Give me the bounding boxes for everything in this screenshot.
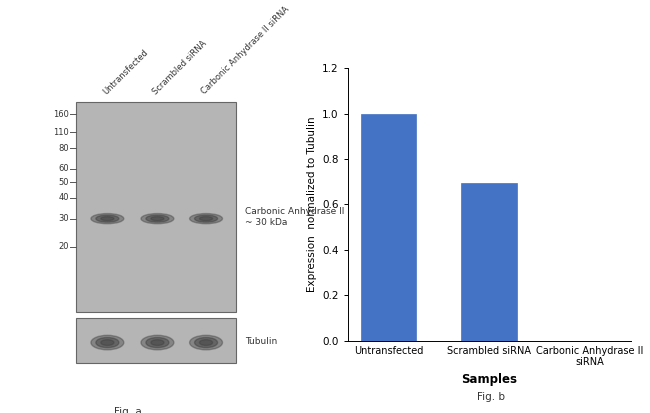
- Ellipse shape: [200, 216, 213, 221]
- Text: 30: 30: [58, 214, 69, 223]
- Text: Carbonic Anhydrase II: Carbonic Anhydrase II: [244, 207, 344, 216]
- Text: 40: 40: [58, 193, 69, 202]
- Bar: [361, 114, 416, 341]
- Ellipse shape: [194, 215, 218, 222]
- Text: Carbonic Anhydrase II siRNA: Carbonic Anhydrase II siRNA: [200, 5, 291, 96]
- Bar: [462, 183, 517, 341]
- Ellipse shape: [190, 214, 222, 224]
- Text: Fig. a: Fig. a: [114, 407, 141, 413]
- Text: Scrambled siRNA: Scrambled siRNA: [151, 38, 209, 96]
- Ellipse shape: [96, 215, 119, 222]
- Ellipse shape: [151, 216, 164, 221]
- Text: Fig. b: Fig. b: [476, 392, 505, 402]
- Text: ~ 30 kDa: ~ 30 kDa: [244, 218, 287, 227]
- Text: 20: 20: [58, 242, 69, 252]
- Ellipse shape: [141, 335, 174, 350]
- Ellipse shape: [200, 339, 213, 345]
- Text: Untransfected: Untransfected: [101, 47, 150, 96]
- Ellipse shape: [91, 335, 124, 350]
- Text: 50: 50: [58, 178, 69, 187]
- Text: 60: 60: [58, 164, 69, 173]
- Text: 80: 80: [58, 144, 69, 153]
- FancyBboxPatch shape: [76, 102, 236, 312]
- Ellipse shape: [141, 214, 174, 224]
- Text: Tubulin: Tubulin: [244, 337, 277, 346]
- Ellipse shape: [194, 337, 218, 348]
- Ellipse shape: [96, 337, 119, 348]
- X-axis label: Samples: Samples: [461, 373, 517, 386]
- Ellipse shape: [146, 215, 169, 222]
- Ellipse shape: [101, 216, 114, 221]
- Text: 160: 160: [53, 110, 69, 119]
- Ellipse shape: [190, 335, 222, 350]
- Ellipse shape: [91, 214, 124, 224]
- Ellipse shape: [151, 339, 164, 345]
- Ellipse shape: [146, 337, 169, 348]
- Text: 110: 110: [53, 128, 69, 137]
- Y-axis label: Expression  normalized to Tubulin: Expression normalized to Tubulin: [307, 116, 317, 292]
- FancyBboxPatch shape: [76, 318, 236, 363]
- Ellipse shape: [101, 339, 114, 345]
